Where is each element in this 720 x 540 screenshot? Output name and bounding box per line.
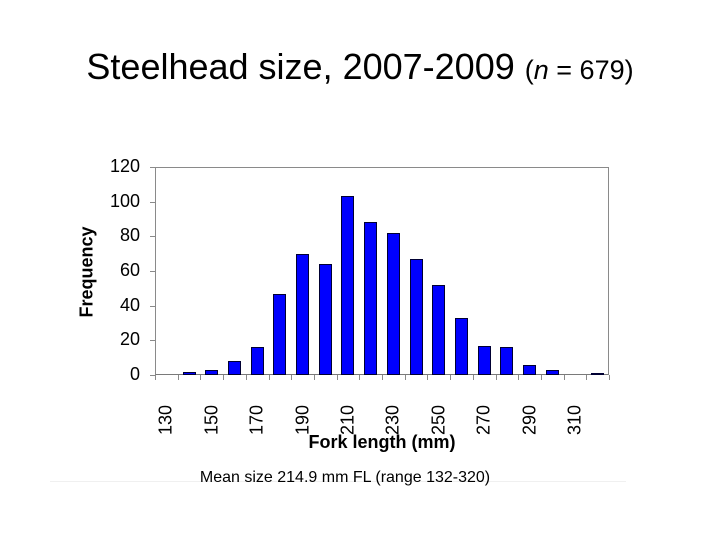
histogram-bar [296, 253, 310, 375]
histogram-bar [341, 196, 355, 375]
histogram-bar [318, 264, 332, 375]
x-tick-label: 250 [428, 404, 449, 436]
plot-area [155, 167, 609, 375]
y-tick-label: 20 [119, 329, 140, 350]
y-tick-mark [150, 201, 155, 203]
y-tick-mark [150, 271, 155, 272]
x-tick-mark [177, 375, 179, 380]
y-tick-label: 40 [119, 294, 140, 315]
histogram-bar [227, 361, 241, 375]
x-axis-label: Fork length (mm) [308, 432, 456, 452]
x-tick-mark [586, 375, 588, 380]
x-tick-mark [450, 375, 452, 380]
x-tick-mark [382, 375, 383, 380]
x-tick-mark [518, 375, 520, 380]
x-tick-mark [427, 375, 429, 380]
x-tick-label: 270 [473, 404, 494, 436]
x-tick-mark [540, 375, 542, 380]
histogram-bar [432, 284, 446, 375]
y-tick-mark [150, 167, 155, 168]
x-tick-mark [336, 375, 338, 380]
x-tick-label: 130 [155, 404, 176, 436]
histogram-bar [205, 369, 219, 375]
histogram-bar [523, 364, 537, 375]
histogram-bar [364, 222, 378, 375]
y-axis-label: Frequency [76, 226, 97, 318]
y-tick-label: 120 [109, 156, 140, 176]
x-tick-mark [472, 375, 474, 380]
x-tick-mark [291, 375, 293, 380]
slide-title: Steelhead size, 2007-2009 (n = 679) [0, 46, 720, 88]
x-tick-label: 190 [292, 404, 313, 436]
x-tick-mark [268, 375, 270, 380]
x-tick-label: 170 [246, 404, 267, 436]
histogram-bar [250, 347, 264, 375]
y-tick-mark [150, 236, 155, 238]
histogram-bar [591, 373, 605, 376]
y-tick-label: 0 [129, 364, 140, 384]
x-tick-mark [155, 375, 156, 380]
histogram-bar [454, 317, 468, 375]
x-tick-label: 210 [337, 404, 358, 436]
histogram-bar [182, 371, 196, 375]
x-tick-mark [563, 375, 565, 380]
histogram-bar [545, 369, 559, 375]
y-tick-mark [150, 375, 155, 376]
x-tick-mark [359, 375, 361, 380]
histogram-bar [273, 293, 287, 375]
histogram-bar [500, 347, 514, 375]
x-tick-mark [495, 375, 497, 380]
x-tick-label: 150 [201, 404, 222, 436]
y-tick-label: 60 [119, 260, 140, 280]
histogram-bar [386, 232, 400, 375]
x-tick-mark [609, 375, 610, 380]
y-tick-label: 80 [119, 225, 140, 246]
x-tick-label: 230 [382, 404, 403, 436]
x-tick-mark [404, 375, 406, 380]
histogram-bar [409, 258, 423, 375]
x-tick-label: 290 [519, 404, 540, 436]
y-tick-label: 100 [109, 190, 140, 211]
y-tick-mark [150, 340, 155, 342]
y-tick-mark [150, 305, 155, 307]
title-sample-size: (n = 679) [524, 55, 634, 85]
histogram-bar [477, 345, 491, 375]
x-tick-mark [223, 375, 225, 380]
x-tick-mark [245, 375, 247, 380]
x-tick-label: 310 [564, 404, 585, 436]
title-main: Steelhead size, 2007-2009 [86, 46, 515, 87]
summary-caption: Mean size 214.9 mm FL (range 132-320) [199, 469, 491, 486]
chart-area [50, 140, 626, 482]
x-tick-mark [200, 375, 202, 380]
x-tick-mark [313, 375, 315, 380]
